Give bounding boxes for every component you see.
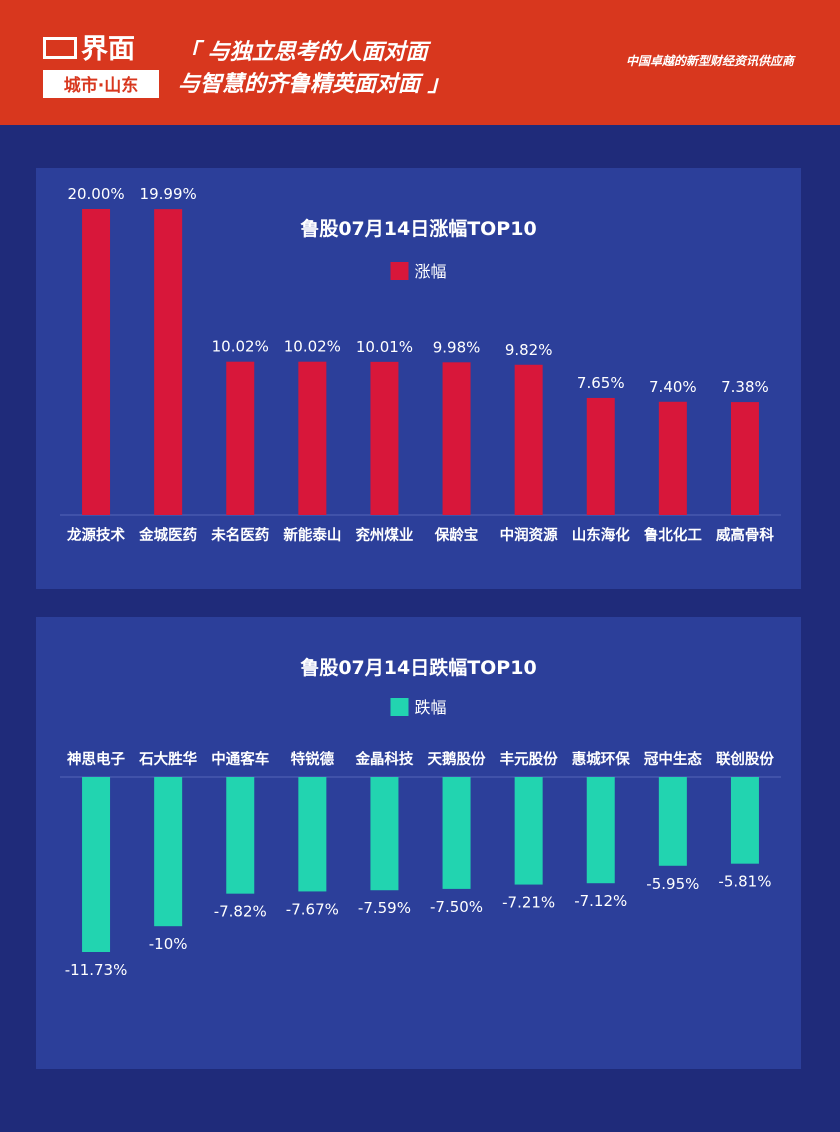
- bar: [586, 397, 615, 515]
- category-label: 龙源技术: [66, 526, 125, 544]
- category-label: 特锐德: [291, 750, 335, 768]
- category-label: 天鹅股份: [428, 750, 486, 768]
- bar: [730, 777, 759, 864]
- category-label: 金晶科技: [354, 750, 413, 768]
- logo-text: 界面: [81, 34, 135, 65]
- category-label: 新能泰山: [283, 526, 341, 544]
- bar: [658, 401, 687, 515]
- chart-title: 鲁股07月14日涨幅TOP10: [299, 217, 536, 240]
- gainers-panel: 鲁股07月14日涨幅TOP10 涨幅 20.00% 龙源技术 19.99% 金城医药 10.…: [36, 168, 801, 589]
- bar: [586, 777, 615, 884]
- bar: [442, 777, 471, 889]
- category-label: 威高骨科: [716, 526, 774, 544]
- gainers-chart: 鲁股07月14日涨幅TOP10 涨幅 20.00% 龙源技术 19.99% 金城医药 10.…: [60, 185, 781, 544]
- data-label: 10.02%: [212, 338, 269, 356]
- data-label: -5.95%: [646, 875, 699, 893]
- data-label: -7.50%: [430, 898, 483, 916]
- slogan-line1: 「 与独立思考的人面对面: [178, 40, 428, 65]
- bar: [154, 777, 183, 927]
- category-label: 石大胜华: [138, 750, 197, 768]
- bar: [442, 362, 471, 515]
- category-label: 联创股份: [716, 750, 774, 768]
- slogan-line2: 与智慧的齐鲁精英面对面 」: [178, 72, 450, 97]
- data-label: 10.01%: [356, 338, 413, 356]
- data-label: 10.02%: [284, 338, 341, 356]
- legend-label: 跌幅: [415, 698, 447, 717]
- tagline: 中国卓越的新型财经资讯供应商: [625, 54, 794, 68]
- logo-subtitle: 城市·山东: [43, 70, 159, 98]
- logo: 界面 城市·山东: [43, 34, 161, 98]
- bar: [226, 777, 255, 894]
- data-label: 7.38%: [721, 378, 769, 396]
- data-label: -10%: [149, 935, 188, 953]
- data-label: -7.21%: [502, 894, 555, 912]
- category-label: 金城医药: [138, 526, 197, 544]
- category-label: 兖州煤业: [355, 526, 413, 544]
- category-label: 惠城环保: [572, 750, 630, 768]
- bar: [82, 777, 111, 952]
- data-label: 19.99%: [140, 185, 197, 203]
- chart-title: 鲁股07月14日跌幅TOP10: [299, 656, 536, 679]
- bar: [730, 402, 759, 515]
- bar: [514, 364, 543, 515]
- data-label: -7.82%: [214, 903, 267, 921]
- bar: [298, 777, 327, 892]
- bar: [370, 777, 399, 891]
- bar: [298, 361, 327, 515]
- bar: [658, 777, 687, 866]
- data-label: 7.65%: [577, 374, 625, 392]
- category-label: 保龄宝: [434, 526, 479, 544]
- category-label: 丰元股份: [500, 750, 558, 768]
- legend-swatch: [390, 698, 409, 716]
- header-banner: 界面 城市·山东 「 与独立思考的人面对面 与智慧的齐鲁精英面对面 」 中国卓越…: [0, 0, 840, 125]
- bar: [226, 361, 255, 515]
- legend-swatch: [390, 262, 409, 280]
- category-label: 神思电子: [67, 750, 125, 768]
- data-label: -5.81%: [718, 873, 771, 891]
- bar: [154, 209, 183, 515]
- legend-label: 涨幅: [415, 262, 447, 281]
- data-label: -7.12%: [574, 892, 627, 910]
- data-label: 9.82%: [505, 341, 553, 359]
- bar: [514, 777, 543, 885]
- data-label: 7.40%: [649, 378, 697, 396]
- data-label: -11.73%: [65, 961, 128, 979]
- losers-panel: 鲁股07月14日跌幅TOP10 跌幅 -11.73% 神思电子 -10% 石大胜华 -7.8…: [36, 617, 801, 1069]
- data-label: -7.59%: [358, 899, 411, 917]
- bar: [82, 209, 111, 515]
- data-label: 20.00%: [67, 185, 124, 203]
- data-label: 9.98%: [433, 338, 481, 356]
- category-label: 鲁北化工: [644, 526, 702, 544]
- losers-chart: 鲁股07月14日跌幅TOP10 跌幅 -11.73% 神思电子 -10% 石大胜华 -7.8…: [60, 656, 781, 979]
- data-label: -7.67%: [286, 900, 339, 918]
- category-label: 中通客车: [211, 750, 269, 768]
- category-label: 冠中生态: [644, 750, 702, 768]
- logo-mark-icon: [43, 36, 77, 59]
- category-label: 未名医药: [210, 526, 269, 544]
- category-label: 中润资源: [500, 526, 558, 544]
- category-label: 山东海化: [572, 526, 630, 544]
- bar: [370, 361, 399, 515]
